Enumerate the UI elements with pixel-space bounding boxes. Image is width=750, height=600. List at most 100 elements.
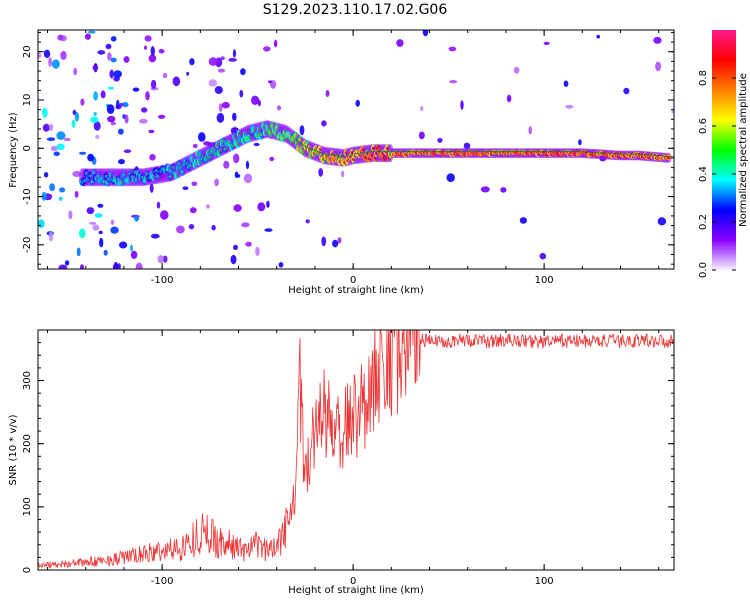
heatmap-cell: [38, 52, 42, 59]
y-axis-label: Frequency (Hz): [8, 112, 19, 188]
colorbar: [712, 30, 736, 270]
heatmap-cell: [156, 201, 161, 209]
heatmap-cell: [228, 58, 237, 62]
heatmap-cell: [113, 70, 122, 78]
heatmap-cell: [192, 143, 198, 149]
heatmap-cell: [118, 128, 124, 135]
heatmap-cell: [43, 49, 51, 58]
heatmap-cell: [90, 116, 99, 124]
x-tick-label: 0: [350, 576, 356, 587]
heatmap-cell: [95, 134, 100, 139]
heatmap-cell: [97, 203, 104, 208]
snr-line: [38, 330, 674, 569]
heatmap-cell: [264, 228, 273, 232]
y-tick-label: -10: [22, 188, 33, 204]
heatmap-cell: [56, 131, 66, 140]
heatmap-cell: [148, 129, 155, 134]
heatmap-cell: [449, 80, 458, 84]
heatmap-cell: [232, 112, 237, 121]
heatmap-cell: [216, 112, 225, 123]
y-tick-label: 300: [22, 371, 33, 390]
heatmap-cell: [255, 246, 260, 257]
heatmap-cell: [182, 186, 189, 190]
snr-frame: [37, 329, 675, 571]
heatmap-cell: [145, 91, 150, 101]
heatmap-cell: [480, 186, 490, 193]
heatmap-cell: [563, 80, 569, 87]
colorbar-tick-label: 0.8: [698, 70, 709, 86]
heatmap-cell: [232, 49, 237, 58]
heatmap-cell: [257, 202, 266, 212]
heatmap-cell: [172, 76, 181, 87]
heatmap-cell: [71, 119, 76, 128]
heatmap-cell: [72, 170, 82, 177]
heatmap-cell: [230, 254, 237, 265]
colorbar-tick-label: 0.4: [698, 166, 709, 182]
heatmap-cell: [123, 56, 130, 63]
heatmap-cell: [148, 54, 157, 63]
heatmap-cell: [340, 170, 345, 178]
heatmap-cell: [253, 142, 260, 147]
heatmap-cell: [76, 247, 81, 257]
x-axis-label: Height of straight line (km): [288, 585, 424, 596]
heatmap-cell: [63, 137, 71, 142]
heatmap-cell: [214, 86, 223, 94]
heatmap-cell: [208, 57, 218, 66]
heatmap-cell: [337, 237, 342, 244]
y-tick-label: -20: [22, 237, 33, 253]
heatmap-cell: [565, 104, 574, 109]
heatmap-cell: [191, 181, 198, 187]
heatmap-cell: [84, 33, 91, 40]
heatmap-cell: [93, 121, 101, 131]
heatmap-cell: [144, 35, 152, 42]
heatmap-cell: [418, 131, 425, 140]
heatmap-cell: [89, 221, 97, 225]
heatmap-cell: [150, 79, 157, 89]
heatmap-cell: [305, 219, 310, 224]
y-tick-label: 0: [22, 145, 33, 151]
heatmap-cell: [217, 68, 226, 73]
heatmap-cell: [318, 168, 324, 177]
heatmap-cell: [50, 145, 58, 151]
heatmap-cell: [162, 72, 168, 79]
heatmap-cell: [74, 190, 79, 198]
colorbar-tick-label: 0.0: [698, 262, 709, 278]
heatmap-cell: [420, 106, 424, 112]
heatmap-cell: [98, 230, 103, 235]
heatmap-cell: [135, 262, 143, 269]
heatmap-cell: [273, 39, 278, 48]
heatmap-cell: [68, 210, 73, 220]
heatmap-cell: [134, 215, 140, 222]
heatmap-frame: [37, 29, 675, 270]
heatmap-cell: [150, 233, 160, 239]
x-tick-label: -100: [151, 576, 174, 587]
heatmap-cell: [110, 226, 119, 234]
heatmap-cell: [58, 196, 63, 201]
heatmap-cell: [87, 153, 95, 162]
heatmap-cell: [205, 204, 210, 209]
heatmap-cell: [49, 123, 54, 131]
chart-title: S129.2023.110.17.02.G06: [263, 2, 448, 18]
heatmap-cell: [396, 39, 404, 47]
heatmap-cell: [109, 69, 114, 79]
heatmap-cell: [239, 89, 244, 98]
heatmap-cell: [99, 237, 104, 248]
heatmap-cell: [80, 264, 84, 269]
heatmap-cell: [94, 213, 103, 218]
heatmap-cell: [321, 236, 327, 247]
heatmap-cell: [332, 239, 339, 248]
heatmap-cell: [144, 45, 147, 50]
heatmap-cell: [157, 114, 166, 119]
heatmap-cell: [130, 244, 133, 252]
heatmap-cell: [278, 262, 284, 268]
heatmap-cell: [56, 143, 65, 151]
heatmap-cell: [116, 99, 120, 110]
heatmap-cell: [58, 264, 68, 269]
heatmap-cell: [122, 102, 129, 108]
heatmap-cell: [437, 137, 443, 143]
heatmap-cell: [543, 41, 550, 46]
heatmap-cell: [107, 86, 114, 90]
heatmap-cell: [655, 61, 662, 72]
y-axis-label: SNR (10 * v/v): [8, 414, 19, 485]
heatmap-cell: [266, 200, 270, 208]
